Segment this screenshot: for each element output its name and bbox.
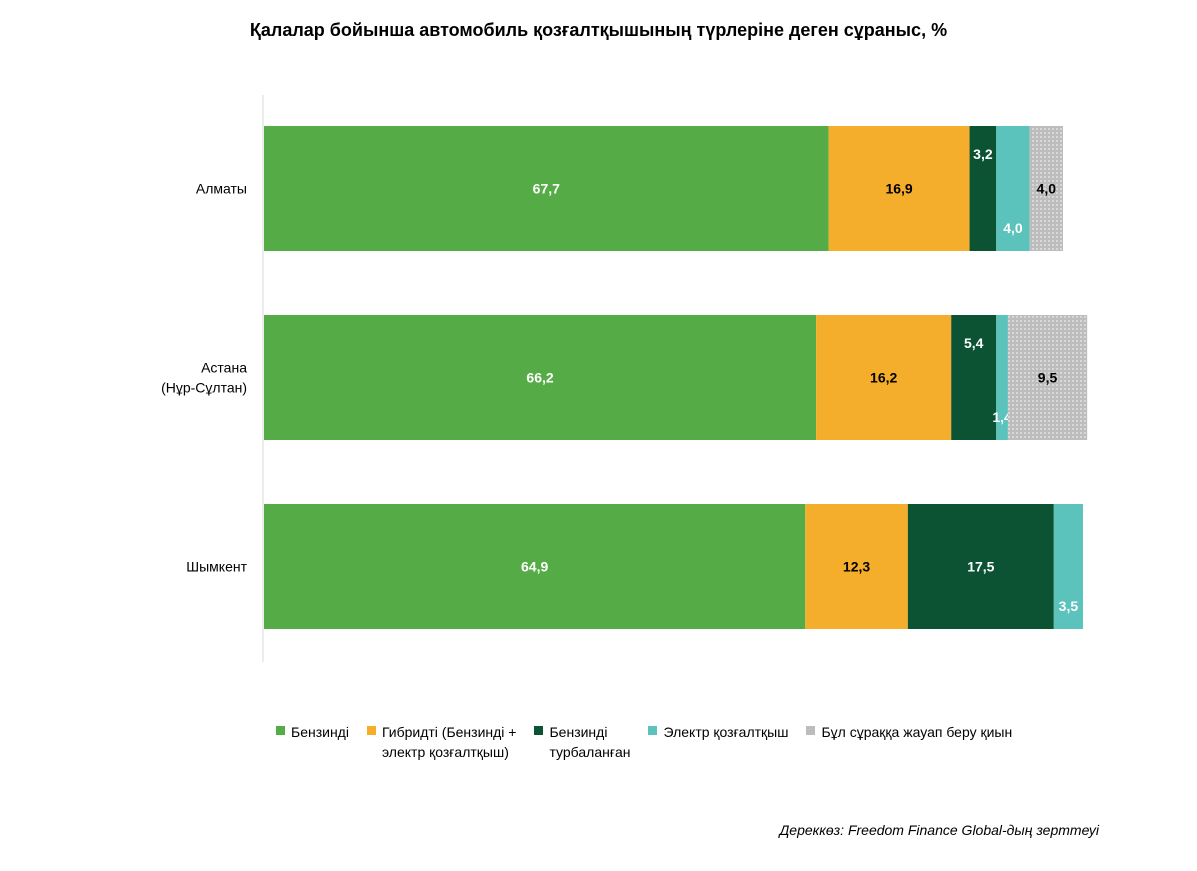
bar-segment — [816, 315, 952, 440]
bar-segment — [264, 504, 806, 629]
data-label: 17,5 — [967, 559, 994, 575]
data-label: 64,9 — [521, 559, 548, 575]
bar-segment — [1007, 315, 1088, 440]
bar-segment — [264, 315, 817, 440]
data-label: 5,4 — [964, 335, 984, 351]
legend-item: Бензинді — [276, 722, 349, 762]
bar-segment — [951, 315, 997, 440]
data-label: 9,5 — [1038, 370, 1058, 386]
data-label: 3,2 — [973, 146, 993, 162]
stacked-bar-chart: Алматы 67,7 16,9 3,2 4,0 4,0 Астана (Нұр-Сұлтан… — [161, 95, 1088, 662]
category-label: Шымкент — [186, 559, 247, 575]
legend-label: Гибридті (Бензинді + электр қозғалтқыш) — [381, 724, 517, 760]
legend-item: Бензинді турбаланған — [534, 722, 630, 762]
legend-swatch — [648, 726, 658, 735]
bar-segment — [969, 126, 997, 251]
source-note: Дереккөз: Freedom Finance Global-дың зер… — [779, 822, 1099, 838]
bar-segment — [1029, 126, 1063, 251]
legend-swatch — [276, 726, 285, 735]
legend-swatch — [806, 726, 816, 735]
legend-label: Бензинді — [291, 724, 349, 740]
bar-segment — [1053, 504, 1083, 629]
data-label: 66,2 — [526, 370, 553, 386]
category-label: Алматы — [196, 181, 247, 197]
legend-item: Бұл сұраққа жауап беру қиын — [806, 722, 1012, 762]
legend-label: Бұл сұраққа жауап беру қиын — [821, 724, 1013, 740]
legend-swatch — [534, 726, 544, 735]
data-label: 67,7 — [533, 181, 560, 197]
bar-segment — [996, 126, 1030, 251]
bar-segment — [264, 126, 829, 251]
chart-title: Қалалар бойынша автомобиль қозғалтқышыны… — [249, 20, 948, 40]
category-label: Астана (Нұр-Сұлтан) — [161, 360, 247, 396]
bar-segment — [805, 504, 908, 629]
data-label: 16,2 — [870, 370, 897, 386]
data-label: 1,4 — [992, 409, 1012, 425]
bar-segment — [828, 126, 970, 251]
legend-label: Электр қозғалтқыш — [663, 724, 789, 740]
legend-item: Электр қозғалтқыш — [648, 722, 788, 762]
bar-segment — [996, 315, 1008, 440]
data-label: 4,0 — [1037, 181, 1057, 197]
legend-swatch — [366, 726, 376, 735]
data-label: 3,5 — [1059, 598, 1079, 614]
bar-segment — [907, 504, 1054, 629]
data-label: 4,0 — [1003, 220, 1023, 236]
legend-label: Бензинді турбаланған — [549, 724, 631, 760]
data-label: 16,9 — [885, 181, 912, 197]
legend-item: Гибридті (Бензинді + электр қозғалтқыш) — [366, 722, 517, 762]
chart-legend: Бензинді Гибридті (Бензинді + электр қозға… — [276, 722, 1012, 762]
data-label: 12,3 — [843, 559, 870, 575]
